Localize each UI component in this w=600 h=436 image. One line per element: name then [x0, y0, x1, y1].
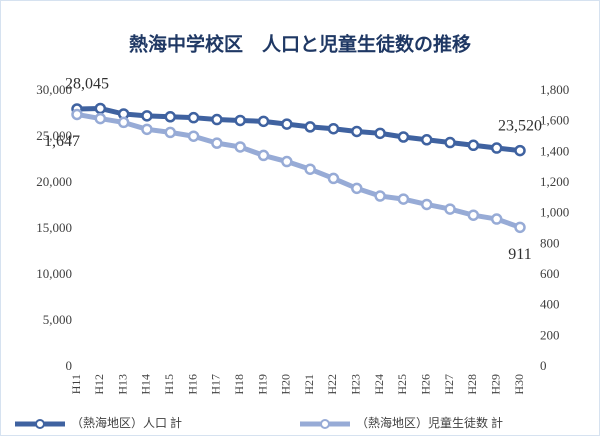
y2-tick-label: 400	[540, 297, 560, 312]
point	[397, 131, 410, 143]
y2-tick-label: 600	[540, 266, 560, 281]
point	[514, 221, 526, 234]
y-tick-label: 20,000	[36, 174, 72, 189]
y2-tick-label: 1,000	[540, 205, 569, 220]
chart-title: 熱海中学校区 人口と児童生徒数の推移	[129, 33, 471, 56]
y-tick-label: 15,000	[36, 220, 72, 235]
y2-tick-label: 200	[540, 327, 560, 342]
point	[467, 209, 480, 221]
y2-tick-label: 1,600	[540, 113, 569, 128]
x-tick-label: H23	[349, 374, 363, 395]
point	[211, 113, 223, 126]
point	[420, 134, 433, 146]
point	[374, 127, 386, 140]
y-tick-label: 25,000	[36, 128, 72, 143]
x-tick-label: H26	[418, 374, 432, 395]
x-tick-label: H22	[325, 374, 339, 395]
point	[141, 123, 153, 136]
y2-tick-label: 800	[540, 235, 560, 250]
data-label: 28,045	[65, 76, 109, 93]
point	[467, 139, 480, 152]
x-tick-label: H29	[488, 374, 502, 395]
point	[94, 112, 107, 125]
point	[257, 115, 270, 128]
x-tick-label: H18	[232, 374, 246, 395]
point	[490, 142, 503, 154]
point	[304, 121, 316, 133]
y-tick-label: 5,000	[43, 312, 72, 327]
point	[281, 155, 293, 168]
y2-tick-label: 0	[540, 358, 547, 373]
point	[374, 190, 386, 202]
point	[234, 114, 246, 127]
point	[514, 144, 526, 157]
point	[327, 122, 340, 135]
point	[304, 163, 316, 175]
data-label: 911	[508, 246, 531, 263]
y-tick-label: 10,000	[36, 266, 72, 281]
x-tick-label: H15	[162, 374, 176, 395]
point	[490, 213, 503, 225]
x-tick-label: H17	[209, 374, 223, 395]
legend-label: （熱海地区）児童生徒数 計	[356, 415, 503, 430]
point	[187, 111, 200, 124]
point	[444, 203, 456, 215]
y2-tick-label: 1,200	[540, 174, 569, 189]
point	[141, 110, 153, 122]
point	[164, 126, 177, 139]
x-tick-label: H20	[279, 374, 293, 395]
x-tick-label: H19	[255, 374, 269, 395]
data-label: 1,647	[44, 133, 80, 150]
x-tick-label: H30	[512, 374, 526, 395]
point	[94, 102, 107, 115]
x-tick-label: H14	[139, 374, 153, 395]
point	[71, 108, 83, 121]
point	[397, 193, 410, 205]
point	[117, 116, 130, 129]
point	[257, 149, 270, 162]
legend-marker	[320, 419, 330, 429]
y-tick-label: 30,000	[36, 82, 72, 97]
y2-tick-label: 1,400	[540, 143, 569, 158]
point	[211, 137, 223, 149]
data-label: 23,520	[498, 117, 542, 134]
point	[164, 111, 177, 123]
legend-label: （熱海地区）人口 計	[71, 415, 182, 430]
point	[444, 136, 456, 149]
x-tick-label: H27	[442, 374, 456, 395]
point	[327, 172, 340, 185]
legend-marker	[35, 419, 45, 429]
x-tick-label: H16	[185, 374, 199, 395]
point	[187, 130, 200, 142]
point	[234, 141, 246, 153]
y-tick-label: 0	[66, 358, 73, 373]
x-tick-label: H28	[465, 374, 479, 395]
point	[420, 198, 433, 211]
point	[351, 125, 363, 138]
x-tick-label: H21	[302, 374, 316, 395]
x-tick-label: H11	[69, 374, 83, 394]
x-tick-label: H12	[92, 374, 106, 395]
point	[281, 118, 293, 130]
x-tick-label: H13	[115, 374, 129, 395]
point	[351, 182, 363, 195]
x-tick-label: H25	[395, 374, 409, 395]
y2-tick-label: 1,800	[540, 82, 569, 97]
x-tick-label: H24	[372, 374, 386, 395]
